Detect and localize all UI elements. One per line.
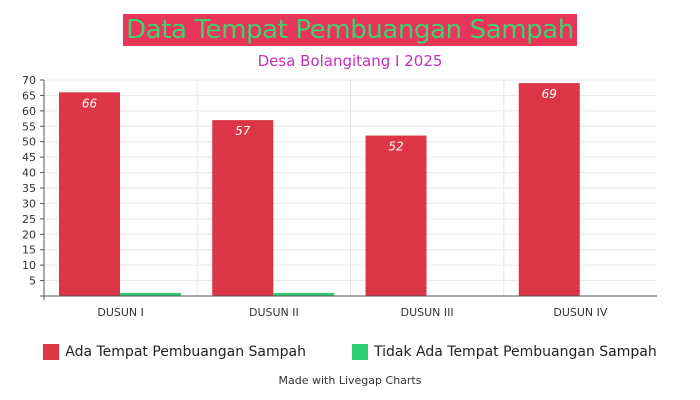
data-label: 57 [235, 124, 251, 138]
bar-ada [365, 135, 427, 296]
x-category-label: DUSUN IV [553, 306, 608, 319]
x-category-label: DUSUN I [97, 306, 144, 319]
legend-item-tidak-ada[interactable]: Tidak Ada Tempat Pembuangan Sampah [351, 344, 657, 360]
data-label: 69 [542, 87, 557, 101]
footer-credit[interactable]: Made with Livegap Charts [278, 374, 422, 387]
y-tick-label: 40 [22, 167, 36, 180]
chart-subtitle: Desa Bolangitang I 2025 [257, 52, 443, 70]
y-tick-label: 55 [22, 120, 36, 133]
legend-item-ada[interactable]: Ada Tempat Pembuangan Sampah [43, 344, 306, 360]
title-wrap: Data Tempat Pembuangan Sampah [0, 14, 700, 46]
y-tick-label: 25 [22, 213, 36, 226]
x-category-label: DUSUN III [401, 306, 454, 319]
data-label: 66 [82, 96, 98, 110]
y-tick-label: 65 [22, 89, 36, 102]
y-tick-label: 20 [22, 228, 36, 241]
y-tick-label: 70 [22, 74, 36, 87]
y-tick-label: 50 [22, 136, 36, 149]
bar-ada [212, 120, 274, 296]
legend-swatch-ada [43, 344, 60, 360]
y-tick-label: 10 [22, 259, 36, 272]
bar-chart: 5 10 15 20 25 30 35 40 45 50 55 60 65 70 66 DUSUN I 57 DU… [22, 74, 657, 319]
x-category-label: DUSUN II [249, 306, 299, 319]
legend-label-tidak-ada: Tidak Ada Tempat Pembuangan Sampah [373, 344, 657, 360]
bar-ada [518, 83, 580, 296]
data-label: 52 [388, 140, 403, 154]
legend: Ada Tempat Pembuangan Sampah Tidak Ada T… [0, 344, 700, 360]
bar-tidak-ada [120, 292, 181, 296]
y-tick-label: 45 [22, 151, 36, 164]
chart-title: Data Tempat Pembuangan Sampah [123, 14, 577, 46]
legend-swatch-tidak-ada [351, 344, 368, 360]
legend-label-ada: Ada Tempat Pembuangan Sampah [65, 344, 306, 360]
y-tick-label: 5 [29, 275, 36, 288]
y-tick-label: 60 [22, 105, 36, 118]
bar-ada [59, 92, 120, 296]
y-tick-label: 35 [22, 182, 36, 195]
bar-tidak-ada [273, 292, 335, 296]
y-tick-label: 30 [22, 197, 36, 210]
y-tick-label: 15 [22, 244, 36, 257]
